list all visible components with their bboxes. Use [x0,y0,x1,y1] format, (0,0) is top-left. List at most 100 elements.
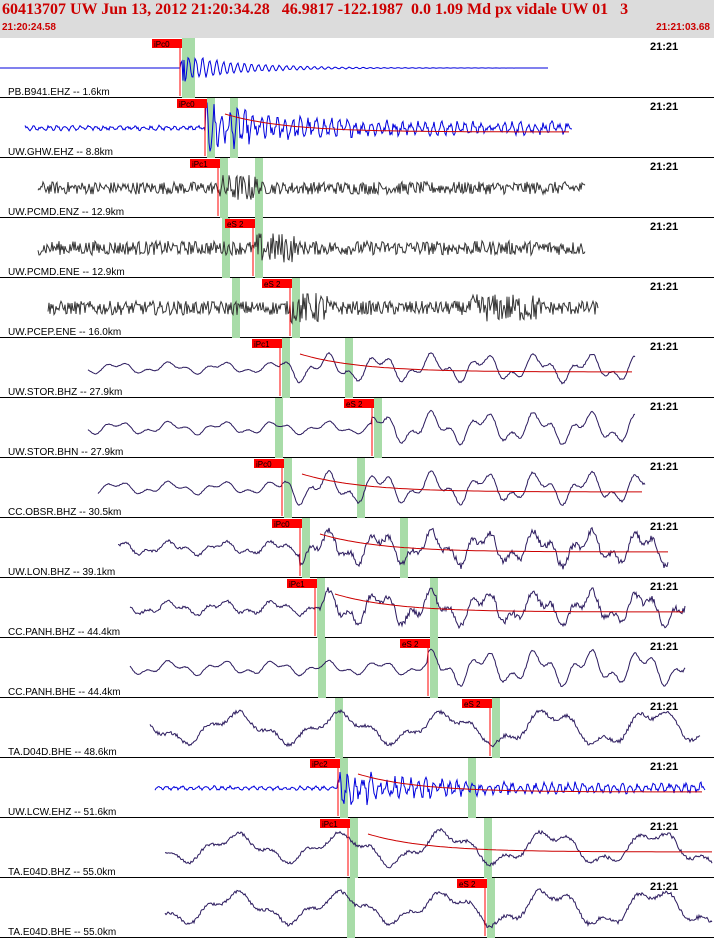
pick-label: iPc0 [154,40,170,49]
pick-box[interactable] [272,519,302,528]
pick-label: iPc1 [322,820,338,829]
station-label: CC.PANH.BHE -- 44.4km [8,687,121,698]
pick-box[interactable] [152,39,182,48]
pick-window [347,878,355,938]
pick-window [374,398,382,458]
pick-box[interactable] [262,279,292,288]
trace-row[interactable]: iPc1 21:21 CC.PANH.BHZ -- 44.4km [0,578,714,638]
station-label: UW.STOR.BHZ -- 27.9km [8,387,122,398]
trace-row[interactable]: eS 2 21:21 UW.PCMD.ENE -- 12.9km [0,218,714,278]
trace-time: 21:21 [650,461,678,473]
trace-row[interactable]: eS 2 21:21 UW.PCEP.ENE -- 16.0km [0,278,714,338]
trace-row[interactable]: eS 2 21:21 UW.STOR.BHN -- 27.9km [0,398,714,458]
pick-label: iPc0 [256,460,272,469]
pick-window [350,818,358,878]
pick-window [284,458,292,518]
waveform [37,233,586,263]
pick-box[interactable] [400,639,430,648]
trace-row[interactable]: iPc0 21:21 UW.GHW.EHZ -- 8.8km [0,98,714,158]
trace-row[interactable]: eS 2 21:21 TA.E04D.BHE -- 55.0km [0,878,714,938]
pick-box[interactable] [344,399,374,408]
pick-window [487,878,495,938]
station-label: UW.PCEP.ENE -- 16.0km [8,327,121,338]
pick-window [318,638,326,698]
trace-row[interactable]: eS 2 21:21 TA.D04D.BHE -- 48.6km [0,698,714,758]
pick-window [357,458,365,518]
event-title: 60413707 UW Jun 13, 2012 21:20:34.28 46.… [2,1,629,18]
pick-box[interactable] [225,219,255,228]
waveform [87,351,636,385]
pick-box[interactable] [254,459,284,468]
pick-window [207,98,215,158]
pick-label: iPc1 [192,160,208,169]
pick-box[interactable] [320,819,350,828]
pick-window [430,638,438,698]
trace-row[interactable]: eS 2 21:21 CC.PANH.BHE -- 44.4km [0,638,714,698]
pick-label: eS 2 [464,700,481,709]
waveform [118,526,669,570]
pick-window [335,698,343,758]
pick-label: eS 2 [264,280,281,289]
station-label: UW.STOR.BHN -- 27.9km [8,447,123,458]
trace-time: 21:21 [650,761,678,773]
pick-window [282,338,290,398]
pick-box[interactable] [252,339,282,348]
pick-box[interactable] [462,699,492,708]
trace-row[interactable]: iPc0 21:21 UW.LON.BHZ -- 39.1km [0,518,714,578]
coda-curve [334,593,683,613]
pick-window [340,758,348,818]
pick-box[interactable] [177,99,207,108]
pick-label: iPc1 [289,580,305,589]
waveform [87,409,636,446]
pick-label: iPc0 [274,520,290,529]
coda-curve [299,353,632,373]
waveform [97,469,646,506]
trace-time: 21:21 [650,341,678,353]
trace-time: 21:21 [650,401,678,413]
station-label: CC.PANH.BHZ -- 44.4km [8,627,120,638]
pick-label: eS 2 [402,640,419,649]
station-label: UW.PCMD.ENE -- 12.9km [8,267,125,278]
pick-window [255,158,263,218]
station-label: TA.E04D.BHZ -- 55.0km [8,867,116,878]
pick-box[interactable] [457,879,487,888]
trace-row[interactable]: iPc1 21:21 UW.STOR.BHZ -- 27.9km [0,338,714,398]
waveform [154,771,706,806]
waveform [37,174,586,200]
pick-box[interactable] [190,159,220,168]
waveform [129,587,686,630]
pick-window [255,218,263,278]
trace-row[interactable]: iPc0 21:21 CC.OBSR.BHZ -- 30.5km [0,458,714,518]
station-label: TA.E04D.BHE -- 55.0km [8,927,116,938]
pick-window [230,98,238,158]
pick-window [492,698,500,758]
coda-curve [224,113,569,133]
pick-label: eS 2 [346,400,363,409]
trace-row[interactable]: iPc1 21:21 TA.E04D.BHZ -- 55.0km [0,818,714,878]
trace-row[interactable]: iPc2 21:21 UW.LCW.EHZ -- 51.6km [0,758,714,818]
trace-time: 21:21 [650,641,678,653]
seismogram-panel[interactable]: iPc0 21:21 PB.B941.EHZ -- 1.6km iPc0 21:21 UW… [0,38,714,938]
waveform [149,708,701,748]
trace-row[interactable]: iPc0 21:21 PB.B941.EHZ -- 1.6km [0,38,714,98]
trace-time: 21:21 [650,881,678,893]
trace-time: 21:21 [650,701,678,713]
waveform [24,101,572,152]
event-header: 60413707 UW Jun 13, 2012 21:20:34.28 46.… [0,0,714,38]
pick-label: iPc1 [254,340,270,349]
station-label: CC.OBSR.BHZ -- 30.5km [8,507,121,518]
waveform [164,827,713,869]
trace-row[interactable]: iPc1 21:21 UW.PCMD.ENZ -- 12.9km [0,158,714,218]
pick-label: iPc2 [312,760,328,769]
pick-box[interactable] [287,579,317,588]
end-time-label: 21:21:03.68 [656,22,710,33]
start-time-label: 21:20:24.58 [2,22,56,33]
pick-box[interactable] [310,759,340,768]
trace-time: 21:21 [650,161,678,173]
trace-time: 21:21 [650,521,678,533]
waveform [47,293,599,325]
coda-curve [367,833,712,853]
waveform [129,648,686,688]
station-label: UW.LCW.EHZ -- 51.6km [8,807,116,818]
pick-label: eS 2 [459,880,476,889]
